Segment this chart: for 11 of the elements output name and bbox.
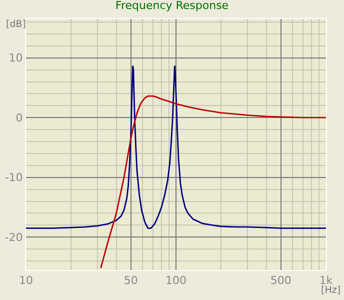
y-tick-label: 10 xyxy=(8,52,23,65)
y-tick-label: -10 xyxy=(4,171,23,184)
x-axis-title: [Hz] xyxy=(321,285,341,296)
chart-title: Frequency Response xyxy=(115,0,229,12)
y-tick-label: -20 xyxy=(4,230,23,244)
x-tick-label: 500 xyxy=(270,274,292,288)
y-axis-title: [dB] xyxy=(6,19,26,30)
x-tick-label: 50 xyxy=(124,274,138,288)
y-tick-label: 0 xyxy=(16,111,23,124)
x-tick-label: 100 xyxy=(166,274,186,288)
x-tick-label: 10 xyxy=(19,274,33,288)
